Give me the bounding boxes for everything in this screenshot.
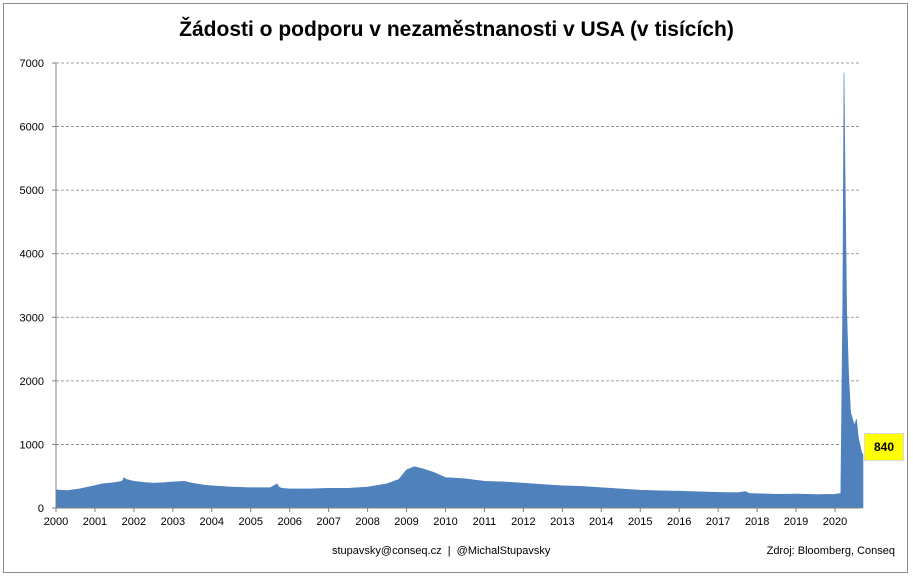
- x-tick-label: 2013: [550, 516, 574, 528]
- y-tick-label: 4000: [20, 249, 44, 261]
- footer-contact: stupavsky@conseq.cz | @MichalStupavsky: [332, 545, 551, 557]
- x-tick-label: 2018: [745, 516, 769, 528]
- x-tick-label: 2009: [394, 516, 418, 528]
- x-tick-label: 2005: [239, 516, 263, 528]
- y-tick-label: 5000: [20, 185, 44, 197]
- x-tick-label: 2002: [122, 516, 146, 528]
- x-tick-label: 2020: [823, 516, 847, 528]
- y-tick-label: 7000: [20, 58, 44, 70]
- x-tick-label: 2007: [316, 516, 340, 528]
- x-tick-label: 2019: [784, 516, 808, 528]
- x-tick-label: 2012: [511, 516, 535, 528]
- x-axis: 2000 2001 2002 2003 2004 2005 2006 2007 2008 2009…: [44, 508, 847, 528]
- footer-source: Zdroj: Bloomberg, Conseq: [766, 545, 895, 557]
- x-tick-label: 2010: [433, 516, 457, 528]
- y-tick-label: 0: [38, 503, 44, 515]
- y-tick-label: 1000: [20, 439, 44, 451]
- y-tick-label: 6000: [20, 122, 44, 134]
- x-tick-label: 2016: [667, 516, 691, 528]
- x-tick-label: 2011: [473, 516, 497, 528]
- last-value-label: 840: [864, 433, 904, 461]
- gridlines: [56, 62, 860, 445]
- x-tick-label: 2003: [161, 516, 185, 528]
- y-tick-label: 2000: [20, 376, 44, 388]
- x-tick-label: 2014: [589, 516, 613, 528]
- y-axis: 0 1000 2000 3000 4000 5000 6000 7000: [20, 58, 56, 515]
- x-tick-label: 2006: [277, 516, 301, 528]
- x-tick-label: 2001: [83, 516, 107, 528]
- x-tick-label: 2015: [628, 516, 652, 528]
- chart-title: Žádosti o podporu v nezaměstnanosti v US…: [179, 18, 734, 41]
- x-tick-label: 2017: [706, 516, 730, 528]
- x-tick-label: 2000: [44, 516, 68, 528]
- claims-area-series: [55, 72, 864, 509]
- y-tick-label: 3000: [20, 312, 44, 324]
- x-tick-label: 2008: [355, 516, 379, 528]
- x-tick-label: 2004: [200, 516, 224, 528]
